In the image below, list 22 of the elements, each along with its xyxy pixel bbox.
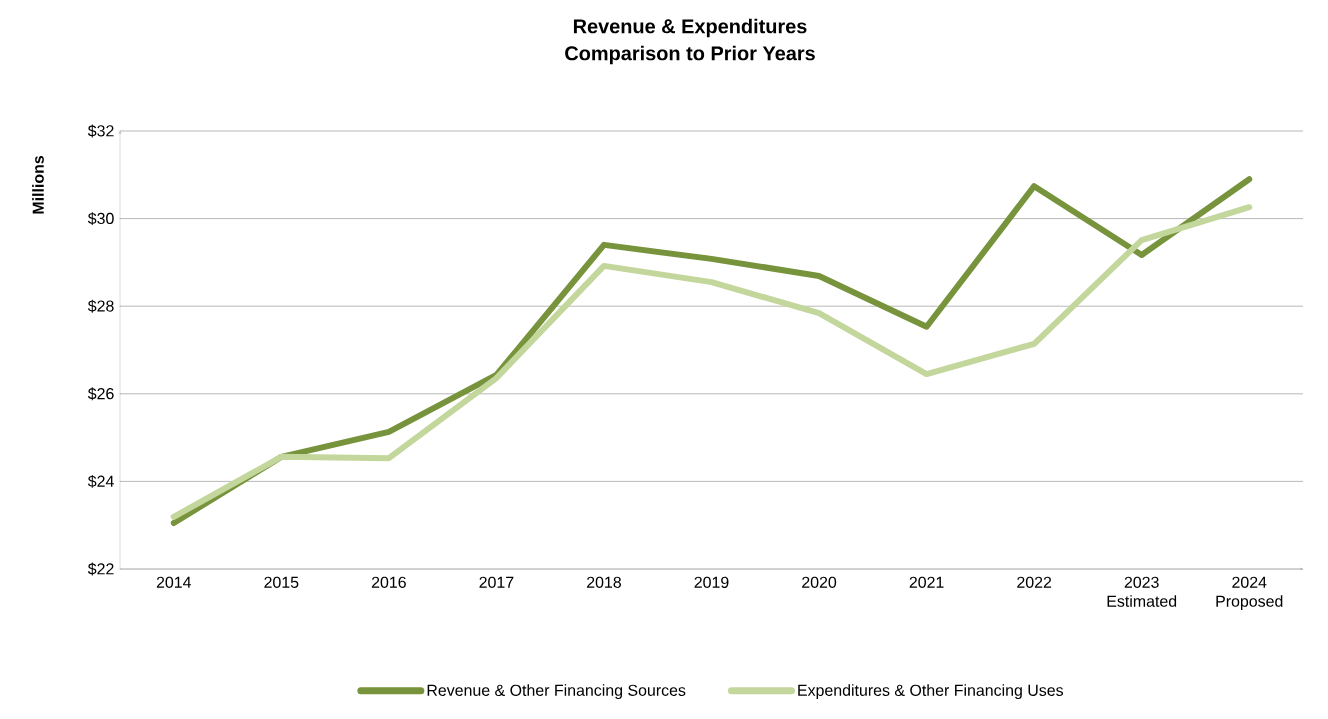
x-tick-label: 2024 Proposed — [1216, 576, 1283, 611]
x-tick-label: 2014 — [156, 576, 192, 588]
y-tick-label: $26 — [87, 387, 114, 401]
x-tick-label: 2020 — [802, 576, 837, 588]
x-tick-label: 2016 — [371, 576, 406, 588]
y-tick-label: $28 — [87, 299, 114, 313]
chart-subtitle: Comparison to Prior Years — [565, 45, 815, 65]
y-tick-label: $24 — [87, 474, 114, 488]
x-tick-label: 2018 — [587, 576, 621, 588]
y-tick-label: $22 — [87, 562, 114, 576]
x-tick-label: 2021 — [909, 576, 944, 588]
x-tick-label: 2017 — [479, 576, 514, 588]
y-axis-title: Millions — [32, 155, 44, 214]
y-tick-label: $30 — [87, 212, 114, 226]
legend-label: Revenue & Other Financing Sources — [427, 684, 686, 700]
y-tick-label: $32 — [87, 124, 114, 138]
x-tick-label: 2022 — [1017, 576, 1052, 588]
chart-title: Revenue & Expenditures — [573, 18, 807, 38]
x-tick-label: 2023 Estimated — [1107, 576, 1177, 607]
x-tick-label: 2015 — [264, 576, 299, 588]
legend-label: Expenditures & Other Financing Uses — [798, 684, 1064, 700]
x-tick-label: 2019 — [694, 576, 729, 588]
